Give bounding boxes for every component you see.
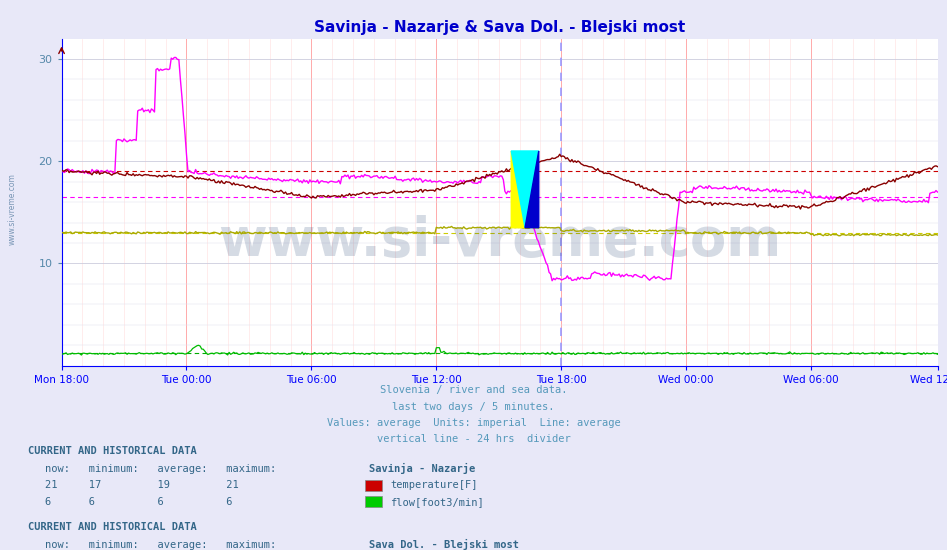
- Text: Values: average  Units: imperial  Line: average: Values: average Units: imperial Line: av…: [327, 418, 620, 428]
- Text: CURRENT AND HISTORICAL DATA: CURRENT AND HISTORICAL DATA: [28, 446, 197, 456]
- Text: 6      6          6          6: 6 6 6 6: [45, 497, 233, 507]
- Text: temperature[F]: temperature[F]: [390, 480, 477, 491]
- Text: now:   minimum:   average:   maximum:: now: minimum: average: maximum:: [45, 540, 277, 550]
- Polygon shape: [511, 151, 539, 228]
- Text: Sava Dol. - Blejski most: Sava Dol. - Blejski most: [369, 539, 519, 550]
- Text: flow[foot3/min]: flow[foot3/min]: [390, 497, 484, 507]
- Text: vertical line - 24 hrs  divider: vertical line - 24 hrs divider: [377, 434, 570, 444]
- Text: Slovenia / river and sea data.: Slovenia / river and sea data.: [380, 385, 567, 395]
- Text: www.si-vreme.com: www.si-vreme.com: [218, 216, 781, 267]
- Polygon shape: [525, 151, 539, 228]
- Text: 21     17         19         21: 21 17 19 21: [45, 480, 240, 491]
- Text: www.si-vreme.com: www.si-vreme.com: [8, 173, 17, 245]
- Text: last two days / 5 minutes.: last two days / 5 minutes.: [392, 402, 555, 411]
- Polygon shape: [511, 151, 525, 228]
- Text: Savinja - Nazarje: Savinja - Nazarje: [369, 463, 475, 474]
- Text: CURRENT AND HISTORICAL DATA: CURRENT AND HISTORICAL DATA: [28, 521, 197, 532]
- Title: Savinja - Nazarje & Sava Dol. - Blejski most: Savinja - Nazarje & Sava Dol. - Blejski …: [313, 20, 686, 35]
- Text: now:   minimum:   average:   maximum:: now: minimum: average: maximum:: [45, 464, 277, 474]
